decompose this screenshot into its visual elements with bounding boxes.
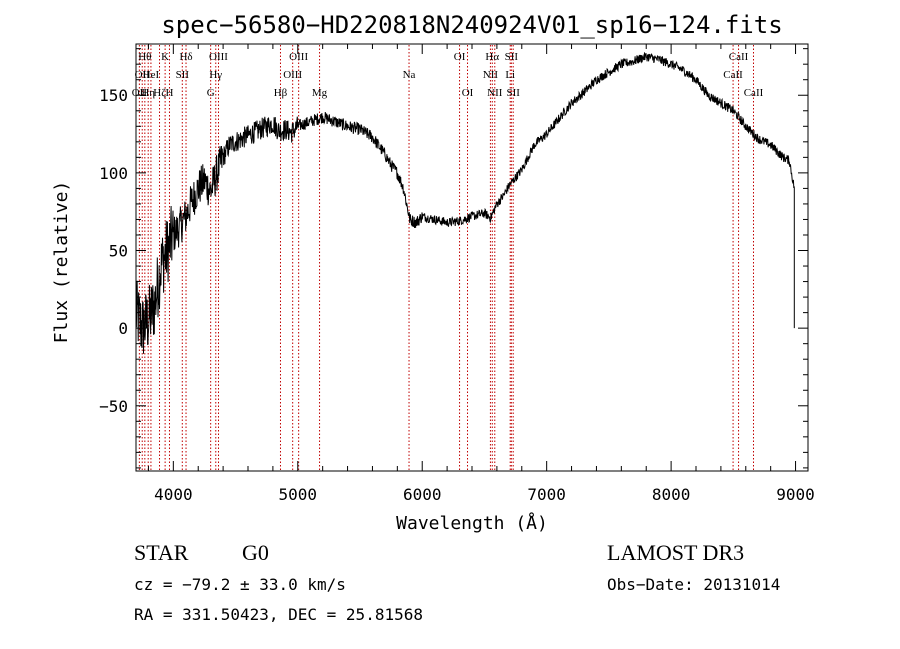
x-tick-label: 8000 — [652, 485, 691, 504]
ra-dec: RA = 331.50423, DEC = 25.81568 — [134, 605, 423, 624]
x-tick-label: 9000 — [776, 485, 815, 504]
spectral-line-label: Na — [403, 69, 416, 81]
spectral-line-label: OIII — [209, 51, 228, 63]
spectral-line-label: CaII — [723, 69, 743, 81]
spectral-line-label: OI — [462, 87, 474, 99]
x-axis-ticks: 4000 5000 6000 7000 8000 9000 — [147, 44, 815, 504]
x-tick-label: 5000 — [279, 485, 318, 504]
obs-date: Obs−Date: 20131014 — [607, 575, 780, 594]
spectrum-line — [135, 52, 795, 354]
spectral-line-label: G — [207, 87, 215, 99]
object-subclass: G0 — [242, 540, 269, 565]
spectral-line-label: K — [161, 51, 169, 63]
spectral-line-markers — [138, 45, 754, 470]
spectral-line-label: Li — [505, 69, 515, 81]
x-tick-label: 7000 — [527, 485, 566, 504]
spectral-line-label: NII — [483, 69, 499, 81]
x-tick-label: 4000 — [154, 485, 193, 504]
redshift-cz: cz = −79.2 ± 33.0 km/s — [134, 575, 346, 594]
spectral-line-labels: OIIOIIHθHηHeIHζKHSIIHδGHγOIIIHβOIIIOIIIM… — [132, 51, 764, 99]
y-tick-label: 0 — [118, 319, 128, 338]
y-tick-label: 50 — [109, 242, 128, 261]
y-axis-label: Flux (relative) — [51, 181, 72, 344]
y-tick-label: 150 — [99, 86, 128, 105]
spectral-line-label: Hγ — [209, 69, 222, 81]
y-tick-label: −50 — [99, 397, 128, 416]
spectral-line-label: SII — [505, 51, 519, 63]
spectral-line-label: OI — [454, 51, 466, 63]
spectral-line-label: OII — [135, 69, 151, 81]
survey-label: LAMOST DR3 — [607, 540, 744, 565]
spectral-line-label: Hθ — [138, 51, 151, 63]
spectral-line-label: CaII — [744, 87, 764, 99]
spectral-line-label: CaII — [729, 51, 749, 63]
spectrum-series — [135, 52, 795, 354]
spectral-line-label: HeI — [143, 69, 160, 81]
plot-frame — [135, 43, 809, 472]
spectral-line-label: Hβ — [274, 87, 288, 99]
spectral-line-label: Hδ — [179, 51, 192, 63]
spectral-line-label: SII — [176, 69, 190, 81]
spectral-line-label: NII — [487, 87, 503, 99]
y-axis-ticks: −50 0 50 100 150 — [99, 48, 808, 469]
spectral-line-label: SII — [506, 87, 520, 99]
spectral-line-label: OIII — [283, 69, 302, 81]
spectral-line-label: Hζ — [153, 87, 166, 99]
spectral-line-label: Hη — [141, 87, 155, 99]
x-axis-label: Wavelength (Å) — [396, 512, 548, 534]
object-class: STAR — [134, 540, 189, 565]
spectral-line-label: OIII — [289, 51, 308, 63]
spectral-line-label: H — [165, 87, 173, 99]
chart-title: spec−56580−HD220818N240924V01_sp16−124.f… — [161, 11, 782, 39]
y-tick-label: 100 — [99, 164, 128, 183]
x-tick-label: 6000 — [403, 485, 442, 504]
spectral-line-label: Hα — [485, 51, 499, 63]
spectral-line-label: Mg — [312, 87, 328, 99]
